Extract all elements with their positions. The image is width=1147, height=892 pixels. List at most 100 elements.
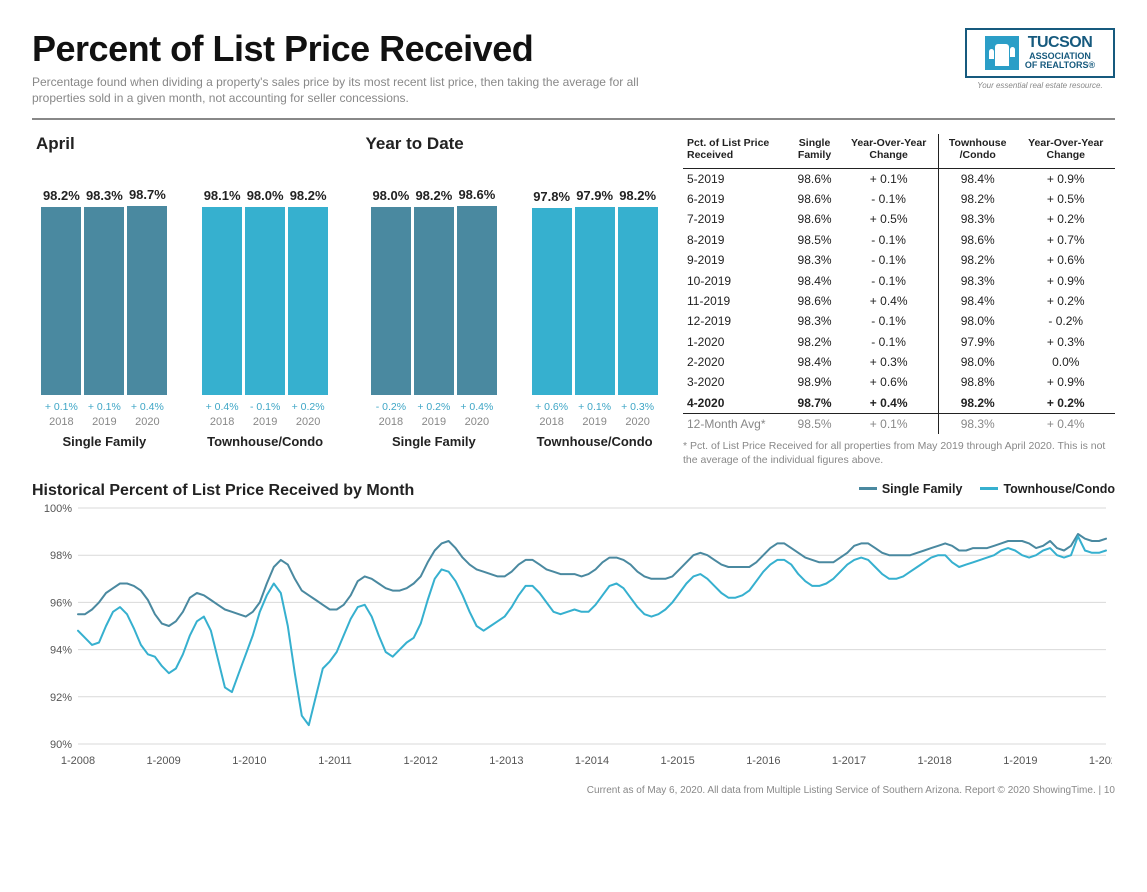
bar-rect [532,208,572,396]
table-row: 10-201998.4%- 0.1%98.3%+ 0.9% [683,270,1115,290]
bar-delta-label: + 0.3% [621,401,654,413]
table-cell: + 0.9% [1017,168,1116,189]
table-row: 3-202098.9%+ 0.6%98.8%+ 0.9% [683,372,1115,392]
table-cell: 98.8% [938,372,1016,392]
bar-value-label: 98.1% [204,188,241,203]
group-label: Single Family [392,434,476,449]
group-label: Townhouse/Condo [537,434,653,449]
legend-swatch [859,487,877,490]
legend-item: Single Family [859,482,963,496]
page-footer: Current as of May 6, 2020. All data from… [32,785,1115,796]
line-chart-section: Historical Percent of List Price Receive… [32,482,1115,775]
bar-delta-label: + 0.2% [292,401,325,413]
bar-year-label: 2018 [210,416,234,428]
bar-year-label: 2019 [422,416,446,428]
table-row: 12-201998.3%- 0.1%98.0%- 0.2% [683,311,1115,331]
bar-value-label: 98.2% [43,188,80,203]
bar-year-label: 2020 [465,416,489,428]
bar-delta-label: - 0.1% [250,401,280,413]
table-cell: 12-2019 [683,311,790,331]
table-cell: 98.5% [790,230,840,250]
table-cell: + 0.4% [839,291,938,311]
table-header: Pct. of List PriceReceived [683,134,790,168]
bar-value-label: 98.2% [290,188,327,203]
bar-rect [414,207,454,396]
table-cell: 6-2019 [683,189,790,209]
data-table-section: Pct. of List PriceReceivedSingleFamilyYe… [683,134,1115,467]
table-cell: + 0.1% [839,414,938,435]
table-row: 9-201998.3%- 0.1%98.2%+ 0.6% [683,250,1115,270]
svg-text:1-2017: 1-2017 [832,755,866,767]
svg-text:1-2014: 1-2014 [575,755,609,767]
bar: 98.0%- 0.1%2019 [245,188,285,428]
table-cell: 98.2% [938,250,1016,270]
bar-delta-label: + 0.1% [45,401,78,413]
bar-panel: Year to Date98.0%- 0.2%201898.2%+ 0.2%20… [362,134,668,449]
svg-text:90%: 90% [50,739,72,751]
bar-delta-label: + 0.2% [417,401,450,413]
bar-group: 98.0%- 0.2%201898.2%+ 0.2%201998.6%+ 0.4… [362,158,507,449]
bar: 98.2% + 0.3% 2020 [618,188,658,429]
bar-value-label: 97.9% [576,188,613,203]
bar-panel: April98.2%+ 0.1%201898.3%+ 0.1%201998.7%… [32,134,338,449]
svg-text:1-2015: 1-2015 [661,755,695,767]
table-cell: + 0.9% [1017,270,1116,290]
cactus-icon [985,36,1019,70]
table-cell: + 0.3% [1017,332,1116,352]
svg-text:1-2008: 1-2008 [61,755,95,767]
legend-item: Townhouse/Condo [980,482,1115,496]
panel-title: April [36,134,338,154]
table-cell: - 0.1% [839,270,938,290]
table-row: 2-202098.4%+ 0.3%98.0%0.0% [683,352,1115,372]
bar-year-label: 2018 [539,416,563,428]
svg-text:1-2016: 1-2016 [746,755,780,767]
bar-value-label: 98.2% [415,188,452,203]
bar-value-label: 98.6% [458,187,495,202]
line-chart: 90%92%94%96%98%100%1-20081-20091-20101-2… [32,502,1112,770]
table-cell: 11-2019 [683,291,790,311]
bar: 98.2% + 0.2% 2019 [414,188,454,429]
table-cell: 98.2% [938,189,1016,209]
bar-delta-label: - 0.2% [376,401,406,413]
bar-year-label: 2019 [92,416,116,428]
bar-year-label: 2019 [253,416,277,428]
bar-value-label: 98.7% [129,187,166,202]
header-divider [32,118,1115,120]
table-cell: + 0.6% [839,372,938,392]
table-cell: - 0.1% [839,250,938,270]
page-title: Percent of List Price Received [32,28,965,70]
svg-text:1-2013: 1-2013 [489,755,523,767]
table-cell: 12-Month Avg* [683,414,790,435]
title-block: Percent of List Price Received Percentag… [32,28,965,106]
bar: 98.2%+ 0.1%2018 [41,188,81,429]
svg-text:1-2009: 1-2009 [147,755,181,767]
bar-year-label: 2020 [135,416,159,428]
table-cell: + 0.6% [1017,250,1116,270]
bar-year-label: 2020 [296,416,320,428]
bar-year-label: 2020 [625,416,649,428]
table-cell: + 0.2% [1017,393,1116,414]
table-row: 4-202098.7%+ 0.4%98.2%+ 0.2% [683,393,1115,414]
bar-rect [84,207,124,396]
bar-chart-section: April98.2%+ 0.1%201898.3%+ 0.1%201998.7%… [32,134,667,467]
svg-text:1-2020: 1-2020 [1089,755,1112,767]
bar-rect [202,207,242,395]
table-cell: + 0.4% [839,393,938,414]
table-cell: 98.6% [938,230,1016,250]
legend-swatch [980,487,998,490]
table-row: 11-201998.6%+ 0.4%98.4%+ 0.2% [683,291,1115,311]
table-cell: 5-2019 [683,168,790,189]
bar-value-label: 98.2% [619,188,656,203]
table-cell: 98.4% [938,291,1016,311]
legend-label: Single Family [882,482,963,496]
bar-delta-label: + 0.4% [131,401,164,413]
table-cell: 3-2020 [683,372,790,392]
svg-text:96%: 96% [50,597,72,609]
bar-rect [41,207,81,396]
table-cell: 98.0% [938,311,1016,331]
bar-delta-label: + 0.4% [460,401,493,413]
table-row: 5-201998.6%+ 0.1%98.4%+ 0.9% [683,168,1115,189]
bar-delta-label: + 0.1% [88,401,121,413]
table-cell: 98.4% [790,270,840,290]
bar-group: 98.2%+ 0.1%201898.3%+ 0.1%201998.7%+ 0.4… [32,158,177,449]
